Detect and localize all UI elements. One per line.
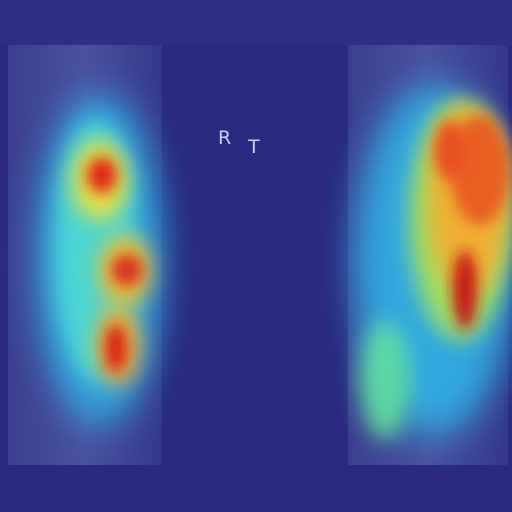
marker-r: R xyxy=(218,127,231,149)
heatmap-right xyxy=(355,85,512,440)
heatmap-left xyxy=(38,95,162,425)
top-band xyxy=(0,0,512,45)
marker-t: T xyxy=(247,136,260,158)
